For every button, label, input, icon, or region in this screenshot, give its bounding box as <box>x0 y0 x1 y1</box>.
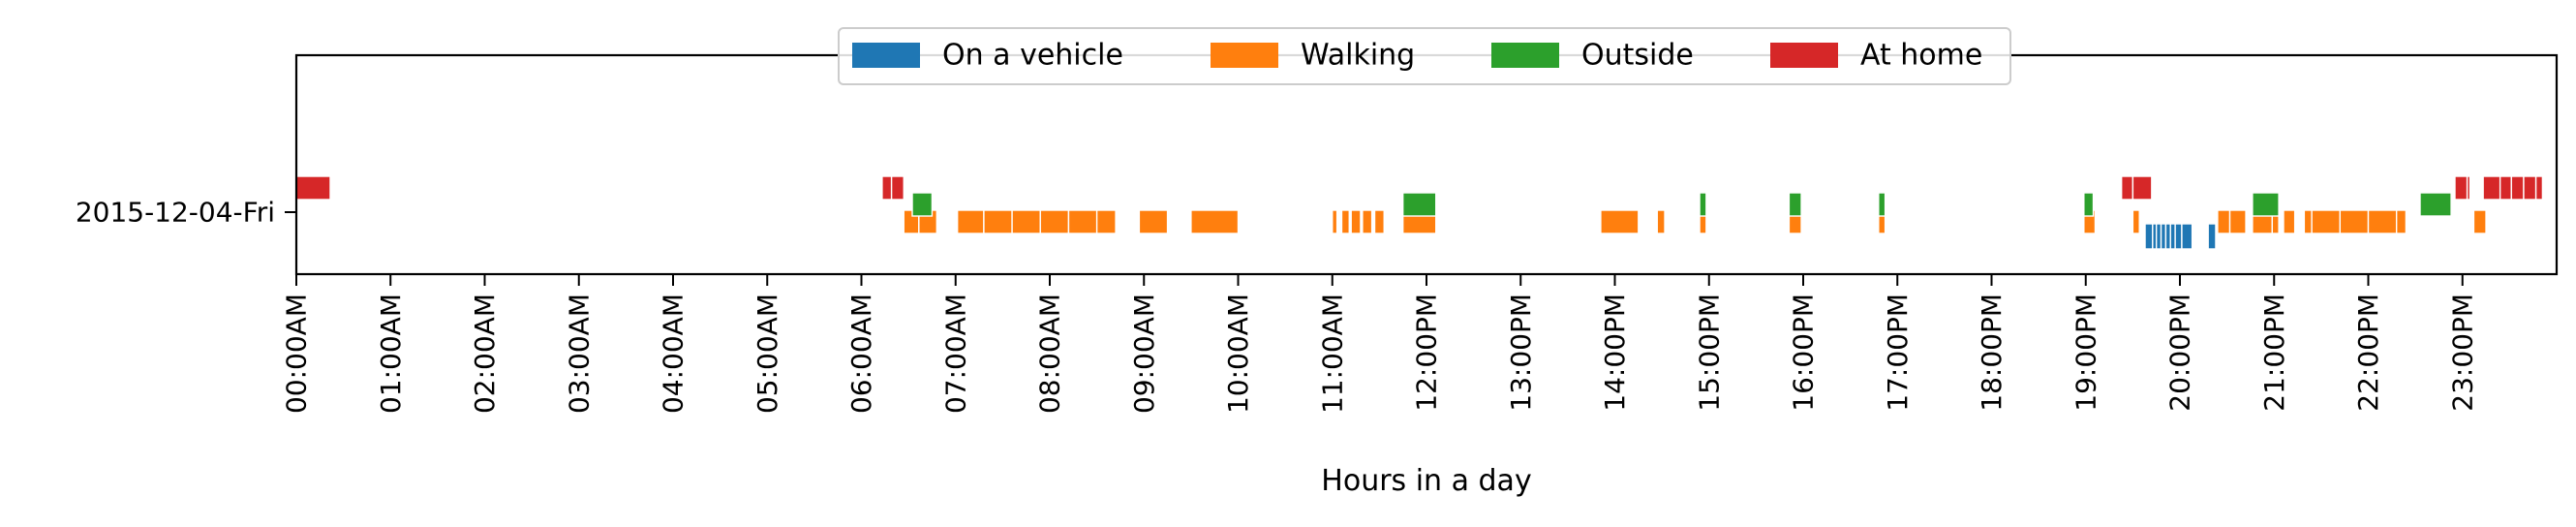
x-tick-label-6: 06:00AM <box>845 294 877 414</box>
x-tick-label-23: 23:00PM <box>2446 294 2478 412</box>
bar-walking-17 <box>1656 209 1666 234</box>
bar-walking-22 <box>2131 209 2140 234</box>
bar-on-a-vehicle-6 <box>2174 223 2183 250</box>
x-tick-label-2: 02:00AM <box>469 294 501 414</box>
legend-label-2: Outside <box>1581 39 1694 73</box>
bar-walking-9 <box>1190 209 1240 234</box>
bar-walking-31 <box>2367 209 2398 234</box>
bar-walking-14 <box>1373 209 1385 234</box>
bar-walking-16 <box>1600 209 1640 234</box>
x-tick-label-1: 01:00AM <box>375 294 407 414</box>
bar-walking-11 <box>1340 209 1350 234</box>
bar-at-home-9 <box>2510 175 2525 201</box>
bars-layer <box>295 175 2544 250</box>
bar-on-a-vehicle-0 <box>2144 223 2154 250</box>
legend-label-3: At home <box>1860 39 1982 73</box>
x-tick-label-14: 14:00PM <box>1599 294 1631 412</box>
x-tick-label-17: 17:00PM <box>1882 294 1914 412</box>
bar-at-home-7 <box>2482 175 2501 201</box>
legend-swatch-1 <box>1211 43 1278 68</box>
x-tick-label-8: 08:00AM <box>1034 294 1066 414</box>
bar-walking-2 <box>956 209 985 234</box>
x-tick-label-20: 20:00PM <box>2164 294 2196 412</box>
legend-swatch-3 <box>1770 43 1838 68</box>
y-axis: 2015-12-04-Fri <box>76 197 296 229</box>
bar-walking-33 <box>2472 209 2487 234</box>
legend: On a vehicle Walking Outside At home <box>838 27 2011 85</box>
bar-at-home-0 <box>295 175 331 201</box>
x-tick-label-9: 09:00AM <box>1128 294 1160 414</box>
bar-outside-0 <box>911 192 934 217</box>
legend-box <box>838 27 2011 85</box>
bar-walking-30 <box>2339 209 2370 234</box>
bar-outside-3 <box>1788 192 1802 217</box>
bar-at-home-11 <box>2534 175 2544 201</box>
bar-outside-4 <box>1878 192 1886 217</box>
bar-at-home-1 <box>881 175 893 201</box>
x-tick-label-0: 00:00AM <box>281 294 313 414</box>
bar-at-home-6 <box>2466 175 2471 201</box>
x-axis-label: Hours in a day <box>1321 464 1531 498</box>
bar-outside-5 <box>2083 192 2095 217</box>
bar-walking-6 <box>1067 209 1098 234</box>
bar-outside-2 <box>1699 192 1707 217</box>
legend-swatch-0 <box>852 43 920 68</box>
bar-outside-6 <box>2252 192 2280 217</box>
bar-on-a-vehicle-2 <box>2155 223 2162 250</box>
bar-walking-10 <box>1332 209 1338 234</box>
x-tick-label-21: 21:00PM <box>2258 294 2290 412</box>
bar-walking-23 <box>2217 209 2231 234</box>
x-tick-label-11: 11:00AM <box>1316 294 1348 414</box>
x-tick-label-15: 15:00PM <box>1693 294 1725 412</box>
x-tick-label-4: 04:00AM <box>658 294 690 414</box>
bar-on-a-vehicle-8 <box>2207 223 2217 250</box>
bar-walking-5 <box>1039 209 1070 234</box>
x-tick-label-18: 18:00PM <box>1976 294 2008 412</box>
bar-at-home-8 <box>2499 175 2513 201</box>
bar-walking-12 <box>1350 209 1362 234</box>
bar-on-a-vehicle-3 <box>2160 223 2167 250</box>
x-tick-label-3: 03:00AM <box>563 294 595 414</box>
bar-on-a-vehicle-4 <box>2164 223 2171 250</box>
bar-walking-4 <box>1011 209 1041 234</box>
bar-at-home-4 <box>2131 175 2153 201</box>
plot-frame <box>294 53 2559 276</box>
bar-outside-7 <box>2419 192 2452 217</box>
bar-walking-7 <box>1095 209 1117 234</box>
legend-label-1: Walking <box>1301 39 1415 73</box>
x-tick-label-5: 05:00AM <box>751 294 783 414</box>
bar-at-home-3 <box>2120 175 2134 201</box>
x-tick-label-16: 16:00PM <box>1788 294 1820 412</box>
legend-label-0: On a vehicle <box>942 39 1123 73</box>
x-tick-label-7: 07:00AM <box>939 294 971 414</box>
bar-walking-29 <box>2311 209 2342 234</box>
x-tick-label-22: 22:00PM <box>2352 294 2384 412</box>
bar-walking-28 <box>2303 209 2313 234</box>
bar-walking-3 <box>983 209 1013 234</box>
y-tick-label-0: 2015-12-04-Fri <box>76 197 275 229</box>
bar-on-a-vehicle-7 <box>2181 223 2193 250</box>
bar-on-a-vehicle-5 <box>2169 223 2176 250</box>
bar-at-home-2 <box>890 175 905 201</box>
bar-outside-1 <box>1401 192 1437 217</box>
bar-walking-32 <box>2395 209 2407 234</box>
x-axis: 00:00AM 01:00AM 02:00AM 03:00AM 04:00AM 05:00… <box>281 274 2478 414</box>
x-tick-label-13: 13:00PM <box>1505 294 1537 412</box>
legend-swatch-2 <box>1491 43 1559 68</box>
bar-walking-13 <box>1362 209 1373 234</box>
x-tick-label-19: 19:00PM <box>2070 294 2101 412</box>
bar-walking-27 <box>2283 209 2296 234</box>
x-tick-label-12: 12:00PM <box>1411 294 1443 412</box>
x-tick-label-10: 10:00AM <box>1222 294 1254 414</box>
bar-walking-8 <box>1138 209 1169 234</box>
bar-at-home-5 <box>2454 175 2469 201</box>
bar-at-home-10 <box>2523 175 2537 201</box>
bar-walking-24 <box>2228 209 2247 234</box>
